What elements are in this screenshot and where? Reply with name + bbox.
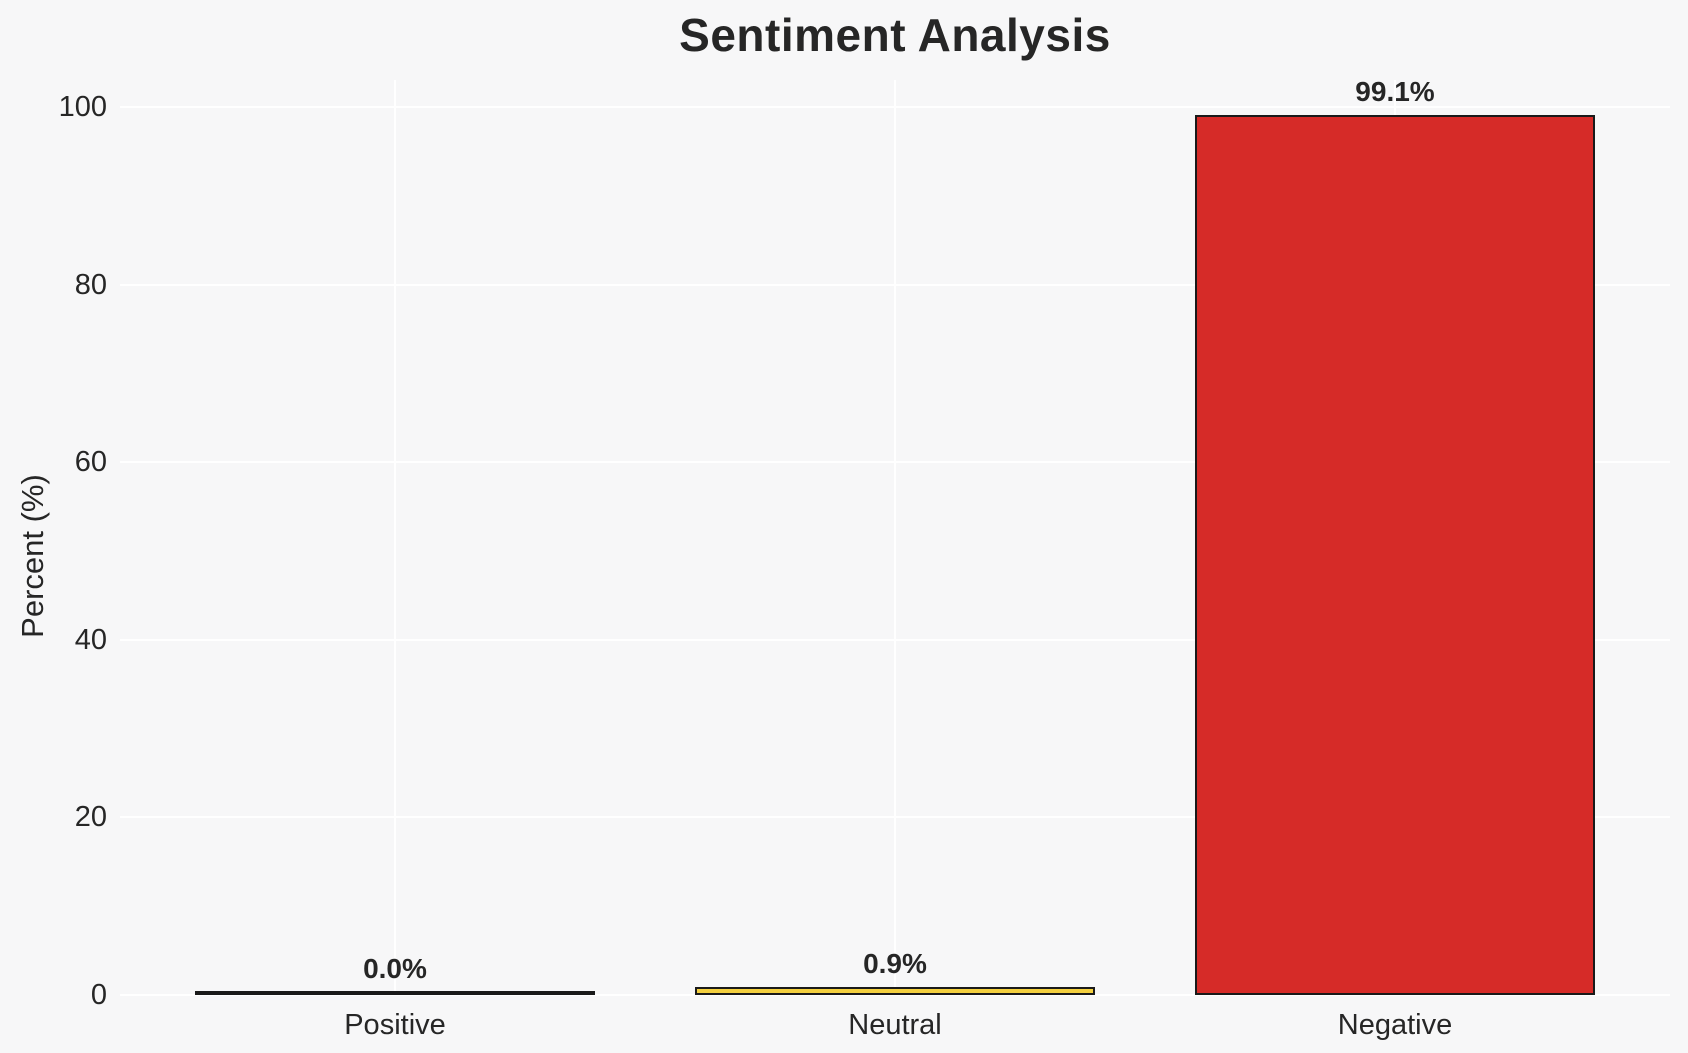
gridline-v-neutral <box>894 80 896 995</box>
chart-title: Sentiment Analysis <box>679 9 1111 61</box>
bar-value-label-negative: 99.1% <box>1355 76 1435 107</box>
x-tick-label-neutral: Neutral <box>848 1009 942 1041</box>
bar-negative <box>1195 115 1595 995</box>
bar-neutral <box>695 987 1095 995</box>
gridline-h-0 <box>120 994 1670 996</box>
y-tick-label-0: 0 <box>90 979 107 1011</box>
y-tick-label-100: 100 <box>58 91 107 123</box>
y-tick-label-80: 80 <box>74 268 107 301</box>
y-tick-label-20: 20 <box>74 801 107 834</box>
bar-value-label-positive: 0.0% <box>363 953 427 984</box>
plot-area: 0.0% 0.9% 99.1% <box>120 76 1670 996</box>
y-tick-label-60: 60 <box>74 446 107 479</box>
bar-positive <box>195 991 595 995</box>
gridline-v-positive <box>394 80 396 995</box>
y-tick-label-40: 40 <box>74 623 107 656</box>
bar-value-label-neutral: 0.9% <box>863 948 927 979</box>
x-tick-label-negative: Negative <box>1337 1009 1453 1041</box>
x-tick-label-positive: Positive <box>344 1009 446 1041</box>
y-axis-label: Percent (%) <box>15 474 50 638</box>
